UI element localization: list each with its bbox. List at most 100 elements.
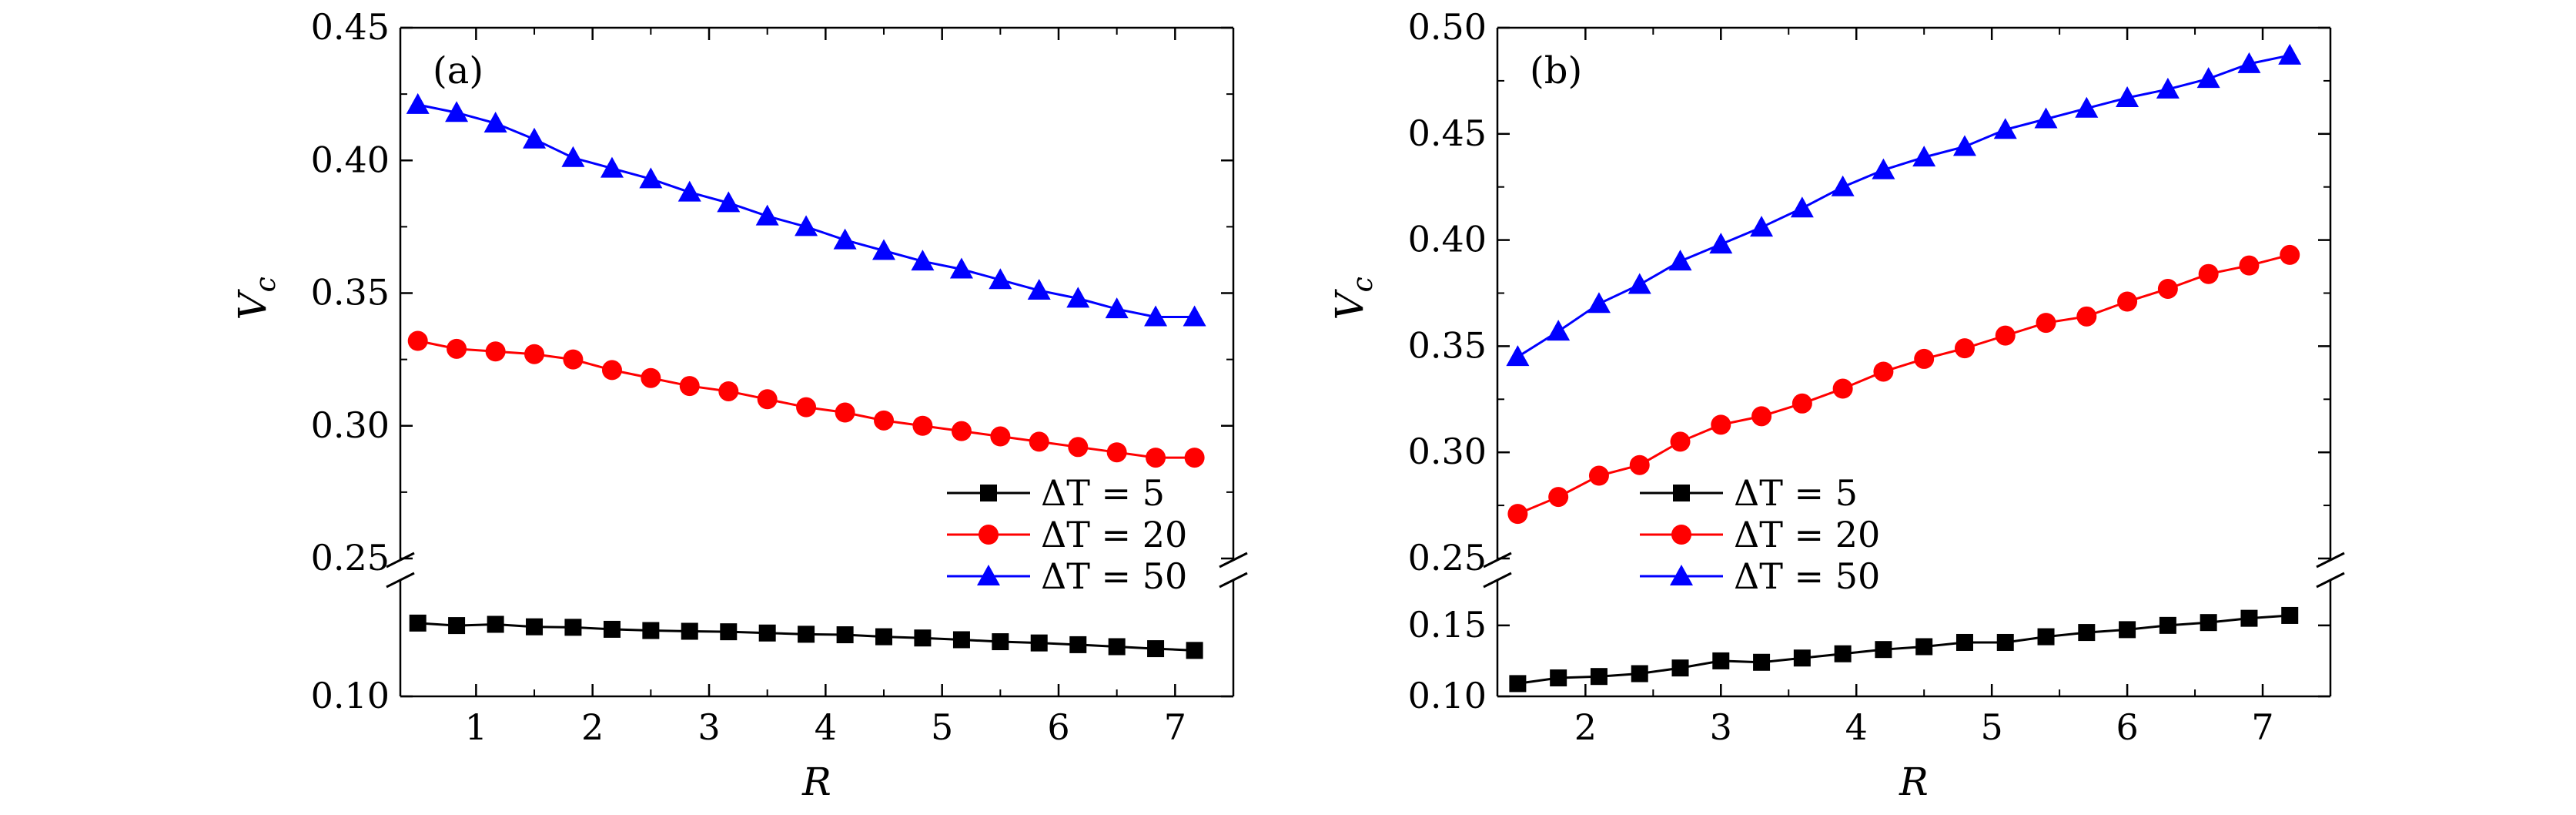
data-point: [2036, 313, 2056, 334]
data-point: [2075, 96, 2099, 118]
x-tick-label: 4: [1845, 706, 1868, 748]
y-axis-label: Vc: [230, 277, 282, 320]
y-axis-label-main: V: [230, 289, 275, 320]
data-point: [1587, 292, 1611, 314]
data-point: [1144, 305, 1168, 327]
data-point: [795, 215, 818, 236]
data-point: [407, 330, 428, 351]
data-point: [1753, 653, 1771, 671]
y-tick-label: 0.25: [311, 537, 390, 579]
axis-break-mark: [1483, 552, 1512, 568]
data-point: [642, 622, 660, 639]
y-tick-label: 0.30: [1408, 431, 1487, 472]
y-axis-label-subscript: c: [250, 277, 282, 292]
data-point: [1029, 431, 1049, 452]
axis-break-mark: [2316, 572, 2345, 589]
y-tick-label: 0.50: [1408, 6, 1487, 48]
data-point: [2278, 43, 2302, 65]
data-point: [2157, 278, 2178, 299]
data-point: [448, 617, 466, 635]
y-tick-label: 0.40: [1408, 219, 1487, 260]
data-point: [757, 389, 778, 410]
data-point: [2281, 606, 2299, 624]
data-point: [1712, 652, 1730, 669]
x-tick-label: 6: [1047, 706, 1069, 748]
data-point: [601, 360, 622, 381]
data-point: [1105, 297, 1129, 319]
legend-marker: [977, 565, 1000, 585]
legend-marker: [1670, 565, 1693, 585]
axis-break-mark: [1483, 572, 1512, 589]
data-point: [1027, 279, 1051, 300]
data-point: [912, 415, 933, 436]
y-tick-label: 0.35: [1408, 324, 1487, 366]
y-axis-label: Vc: [1327, 277, 1379, 320]
x-axis-label: R: [801, 760, 831, 804]
data-point: [2034, 107, 2058, 129]
data-point: [1751, 406, 1772, 427]
data-point: [1793, 649, 1811, 667]
data-point: [875, 628, 893, 646]
axis-break-mark: [386, 572, 415, 589]
data-point: [564, 619, 582, 636]
y-tick-label: 0.35: [311, 272, 390, 314]
data-point: [1711, 414, 1731, 435]
series-2: [406, 92, 1206, 327]
data-point: [835, 402, 855, 423]
data-point: [447, 338, 467, 359]
chart-panel-a: 1 2 3 4 5 6 7 0.25 0.30 0.35 0.40 0.45 0.10 R Vc (a) ΔT …: [230, 6, 1248, 804]
data-point: [2239, 255, 2260, 276]
data-point: [1106, 442, 1127, 463]
series-0: [409, 614, 1203, 659]
data-point: [1628, 273, 1651, 294]
data-point: [406, 92, 430, 114]
x-tick-label: 1: [465, 706, 487, 748]
legend-label: ΔT = 50: [1041, 555, 1187, 597]
x-tick-label: 2: [1574, 706, 1597, 748]
series-2: [1506, 43, 2302, 367]
data-point: [2237, 52, 2261, 73]
data-point: [1184, 448, 1205, 468]
data-point: [1186, 642, 1203, 659]
data-point: [952, 631, 970, 649]
y-tick-label: 0.45: [1408, 112, 1487, 154]
data-point: [717, 191, 741, 213]
x-tick-label: 2: [581, 706, 604, 748]
data-point: [485, 341, 506, 362]
data-point: [1069, 636, 1087, 653]
data-point: [1872, 158, 1895, 179]
data-point: [679, 376, 700, 397]
axis-break-mark: [2316, 552, 2345, 568]
data-point: [1146, 448, 1166, 468]
panel-label: (b): [1530, 49, 1582, 92]
x-axis-label: R: [1899, 760, 1929, 804]
data-point: [949, 257, 973, 279]
data-point: [1550, 669, 1567, 687]
data-point: [409, 614, 427, 632]
data-point: [1509, 675, 1527, 693]
data-point: [2198, 263, 2219, 284]
data-point: [1954, 338, 1975, 359]
data-point: [1547, 320, 1571, 341]
data-point: [1506, 345, 1530, 367]
data-point: [1875, 641, 1892, 659]
data-point: [445, 101, 469, 122]
data-point: [1668, 250, 1692, 271]
data-point: [641, 367, 661, 388]
axis-break-mark: [386, 552, 415, 568]
y-tick-label: 0.25: [1408, 537, 1487, 579]
x-tick-label: 4: [815, 706, 837, 748]
x-tick-label: 7: [2251, 706, 2273, 748]
data-point: [2076, 306, 2097, 327]
chart-panel-b: 2 3 4 5 6 7 0.25 0.30 0.35 0.40 0.45 0.50 0.10 0.15 R V…: [1327, 6, 2345, 804]
data-point: [2156, 77, 2180, 99]
data-point: [1914, 348, 1935, 369]
data-point: [563, 349, 584, 370]
data-point: [1108, 638, 1126, 656]
y-axis-label-main: V: [1327, 289, 1372, 320]
series-1: [1507, 244, 2300, 525]
legend-marker: [1671, 525, 1691, 545]
